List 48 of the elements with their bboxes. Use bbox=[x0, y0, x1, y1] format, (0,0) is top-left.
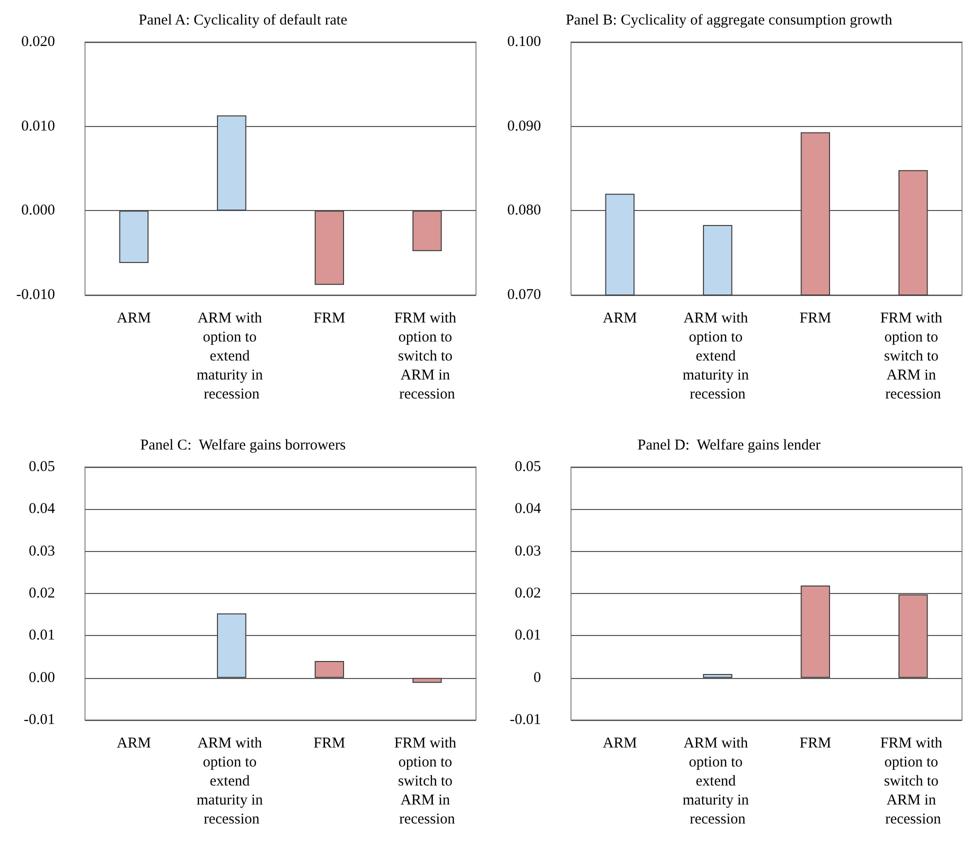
x-tick-label: FRM bbox=[314, 310, 346, 326]
x-tick-label: FRM with option to switch to ARM in recession bbox=[394, 736, 460, 828]
y-tick-label: 0.00 bbox=[28, 670, 55, 686]
y-tick-label: 0.010 bbox=[21, 118, 55, 134]
y-tick-label: 0.04 bbox=[514, 501, 542, 518]
x-tick-label: FRM with option to switch to ARM in recession bbox=[880, 736, 946, 828]
x-tick-label: FRM bbox=[800, 310, 832, 326]
bar bbox=[314, 660, 344, 678]
bar bbox=[216, 613, 246, 678]
chart-title: Panel B: Cyclicality of aggregate consumption growth bbox=[566, 12, 893, 28]
y-tick-label: 0.02 bbox=[514, 586, 541, 602]
x-tick-label: ARM with option to extend maturity in recession bbox=[682, 310, 753, 402]
y-tick-label: 0.090 bbox=[507, 118, 541, 134]
y-tick-label: -0.01 bbox=[510, 712, 541, 728]
chart-title: Panel C: Welfare gains borrowers bbox=[140, 438, 346, 454]
bar bbox=[800, 585, 830, 678]
y-tick-label: 0.000 bbox=[21, 202, 55, 219]
bar bbox=[702, 674, 732, 678]
chart-title: Panel A: Cyclicality of default rate bbox=[138, 12, 348, 28]
x-tick-label: ARM bbox=[602, 736, 637, 752]
y-tick-label: -0.010 bbox=[16, 287, 55, 303]
y-tick-label: 0.01 bbox=[514, 628, 541, 644]
chart-title: Panel D: Welfare gains lender bbox=[637, 438, 821, 454]
y-tick-label: 0.03 bbox=[514, 543, 541, 560]
x-tick-label: FRM bbox=[800, 736, 832, 752]
y-tick-label: 0.02 bbox=[28, 586, 55, 602]
bar bbox=[412, 678, 442, 683]
y-tick-label: 0.03 bbox=[28, 543, 55, 560]
x-tick-label: ARM with option to extend maturity in recession bbox=[196, 310, 267, 402]
x-tick-label: FRM bbox=[314, 736, 346, 752]
x-tick-label: ARM bbox=[602, 310, 637, 326]
x-tick-label: ARM bbox=[116, 736, 151, 752]
y-tick-label: -0.01 bbox=[24, 712, 55, 728]
y-tick-label: 0.05 bbox=[514, 459, 541, 475]
y-tick-label: 0 bbox=[534, 670, 541, 686]
x-tick-label: ARM bbox=[116, 310, 151, 326]
bar bbox=[898, 594, 928, 678]
y-tick-label: 0.05 bbox=[28, 459, 55, 475]
y-tick-label: 0.100 bbox=[507, 34, 541, 50]
y-tick-label: 0.020 bbox=[21, 34, 55, 50]
x-tick-label: FRM with option to switch to ARM in recession bbox=[880, 310, 946, 402]
y-tick-label: 0.01 bbox=[28, 628, 55, 644]
x-tick-label: ARM with option to extend maturity in recession bbox=[196, 736, 267, 828]
x-tick-label: FRM with option to switch to ARM in recession bbox=[394, 310, 460, 402]
x-tick-label: ARM with option to extend maturity in recession bbox=[682, 736, 753, 828]
y-tick-label: 0.04 bbox=[28, 501, 56, 518]
y-tick-label: 0.070 bbox=[507, 287, 541, 303]
y-tick-label: 0.080 bbox=[507, 202, 541, 219]
